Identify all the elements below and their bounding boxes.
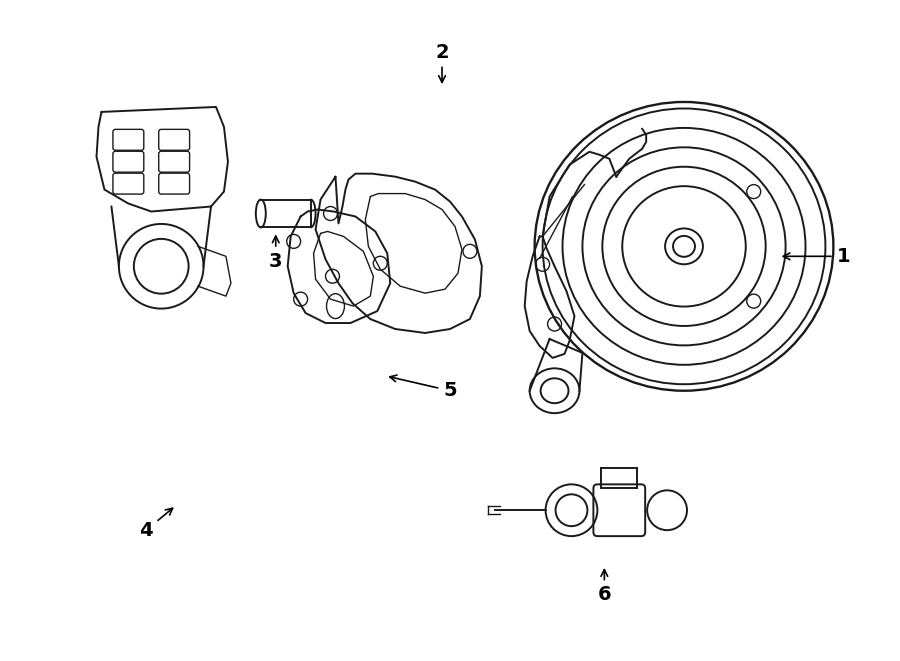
Text: 5: 5 bbox=[390, 375, 457, 401]
Text: 2: 2 bbox=[436, 43, 449, 83]
Text: 1: 1 bbox=[783, 247, 850, 266]
Text: 6: 6 bbox=[598, 570, 611, 604]
Text: 3: 3 bbox=[269, 236, 283, 271]
Text: 4: 4 bbox=[140, 508, 173, 539]
